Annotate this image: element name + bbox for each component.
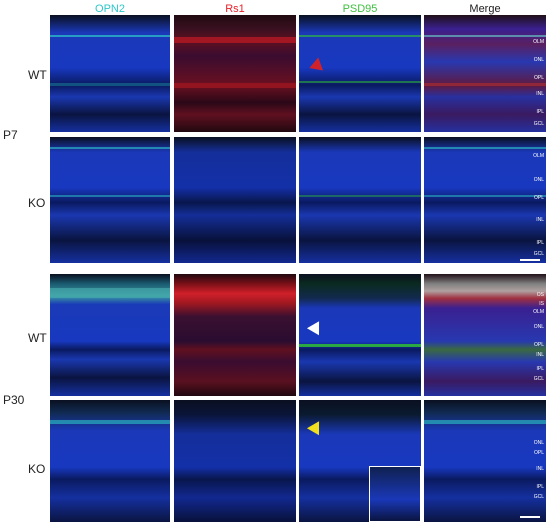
panel-p7-ko-opn2 <box>50 137 170 263</box>
white-arrow-icon <box>306 321 326 339</box>
layer-label: OPL <box>533 450 544 456</box>
panel-p7-wt-psd95 <box>299 15 421 132</box>
column-header-opn2: OPN2 <box>95 3 125 15</box>
genotype-label-p7-ko: KO <box>28 196 46 210</box>
layer-label: ONL <box>533 440 544 446</box>
layer-label: INL <box>536 352 544 358</box>
layer-label: OLM <box>533 153 544 159</box>
layer-label: OPL <box>533 342 544 348</box>
layer-label: INL <box>536 91 544 97</box>
panel-p30-wt-opn2 <box>50 274 170 396</box>
panel-p30-ko-merge: ONL OPL INL IPL GCL <box>424 400 546 522</box>
red-arrow-icon <box>306 57 324 75</box>
panel-p7-ko-rs1 <box>174 137 296 263</box>
layer-label: IPL <box>536 240 544 246</box>
yellow-arrow-icon <box>306 421 326 439</box>
scale-bar <box>520 516 540 518</box>
layer-label: OLM <box>533 39 544 45</box>
layer-label: ONL <box>533 177 544 183</box>
panel-p30-ko-psd95 <box>299 400 421 522</box>
inset-zoom <box>369 466 421 522</box>
layer-label: OPL <box>533 195 544 201</box>
column-header-rs1: Rs1 <box>225 3 245 15</box>
panel-p7-ko-merge: OLM ONL OPL INL IPL GCL <box>424 137 546 263</box>
scale-bar <box>520 259 540 261</box>
panel-p30-ko-opn2 <box>50 400 170 522</box>
layer-label: INL <box>536 217 544 223</box>
column-header-merge: Merge <box>469 3 501 15</box>
stage-label-p30: P30 <box>3 393 25 407</box>
panel-p30-ko-rs1 <box>174 400 296 522</box>
layer-label: GCL <box>533 494 544 500</box>
layer-label: OPL <box>533 75 544 81</box>
panel-p30-wt-rs1 <box>174 274 296 396</box>
column-header-psd95: PSD95 <box>342 3 378 15</box>
layer-label: IPL <box>536 109 544 115</box>
layer-label: ONL <box>533 324 544 330</box>
layer-label: ONL <box>533 57 544 63</box>
panel-p7-wt-rs1 <box>174 15 296 132</box>
panel-p7-wt-opn2 <box>50 15 170 132</box>
layer-label: OLM <box>533 309 544 315</box>
genotype-label-p7-wt: WT <box>28 68 47 82</box>
panel-p30-wt-merge: OS IS OLM ONL OPL INL IPL GCL <box>424 274 546 396</box>
panel-p7-ko-psd95 <box>299 137 421 263</box>
layer-label: IPL <box>536 366 544 372</box>
layer-label: GCL <box>533 376 544 382</box>
panel-p30-wt-psd95 <box>299 274 421 396</box>
layer-label: IPL <box>536 484 544 490</box>
layer-label: INL <box>536 466 544 472</box>
stage-label-p7: P7 <box>3 128 18 142</box>
layer-label: OS <box>536 292 544 298</box>
panel-p7-wt-merge: OLM ONL OPL INL IPL GCL <box>424 15 546 132</box>
layer-label: GCL <box>533 121 544 127</box>
genotype-label-p30-ko: KO <box>28 462 46 476</box>
layer-label: IS <box>539 301 544 307</box>
layer-label: GCL <box>533 251 544 257</box>
genotype-label-p30-wt: WT <box>28 331 47 345</box>
